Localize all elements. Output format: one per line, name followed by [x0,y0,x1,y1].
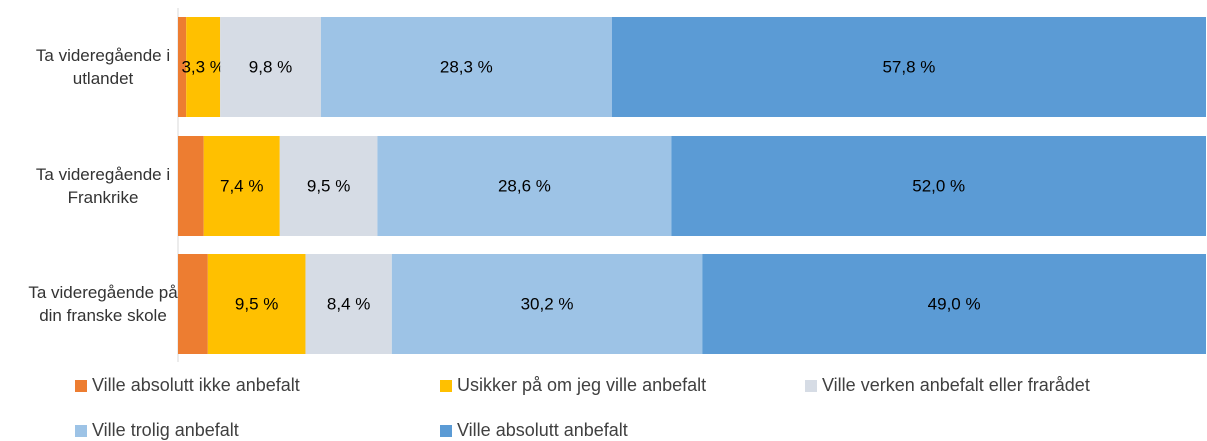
legend-swatch [75,379,87,392]
legend-item: Ville verken anbefalt eller frarådet [805,375,1090,396]
value-label: 7,4 % [220,176,263,195]
legend-item: Usikker på om jeg ville anbefalt [440,375,706,396]
category-label: Ta videregående i utlandet [35,46,171,88]
legend-swatch [440,424,452,437]
bar-segment [186,17,221,117]
legend-label: Ville absolutt ikke anbefalt [92,375,300,395]
category-label: Ta videregående i Frankrike [35,165,171,207]
legend-swatch [805,379,817,392]
bar-segment [178,17,187,117]
value-label: 3,3 % [181,57,224,76]
bar-segment [611,17,1206,117]
value-label: 49,0 % [928,294,981,313]
legend-swatch [440,379,452,392]
value-label: 8,4 % [327,294,370,313]
bar-segment [220,17,321,117]
value-label: 9,5 % [307,176,350,195]
legend-label: Ville absolutt anbefalt [457,420,628,440]
value-label: 30,2 % [521,294,574,313]
legend-item: Ville trolig anbefalt [75,420,239,441]
bar-segment [671,136,1206,236]
value-label: 57,8 % [882,57,935,76]
value-label: 28,6 % [498,176,551,195]
bar-segment [391,254,703,354]
value-label: 9,8 % [249,57,292,76]
legend-label: Usikker på om jeg ville anbefalt [457,375,707,395]
value-label: 28,3 % [440,57,493,76]
bar-segment [305,254,392,354]
category-label: Ta videregående på din franske skole [28,283,178,325]
bar-segment [377,136,672,236]
legend-label: Ville verken anbefalt eller frarådet [822,375,1090,395]
bar-segment [279,136,378,236]
value-label: 52,0 % [912,176,965,195]
legend-swatch [75,424,87,437]
bar-segment [203,136,280,236]
bar-segment [178,254,208,354]
legend-item: Ville absolutt ikke anbefalt [75,375,300,396]
bar-segment [178,136,204,236]
legend-label: Ville trolig anbefalt [92,420,239,440]
bar-segment [207,254,306,354]
bar-segment [320,17,612,117]
value-label: 9,5 % [235,294,278,313]
bar-segment [702,254,1206,354]
legend-item: Ville absolutt anbefalt [440,420,628,441]
